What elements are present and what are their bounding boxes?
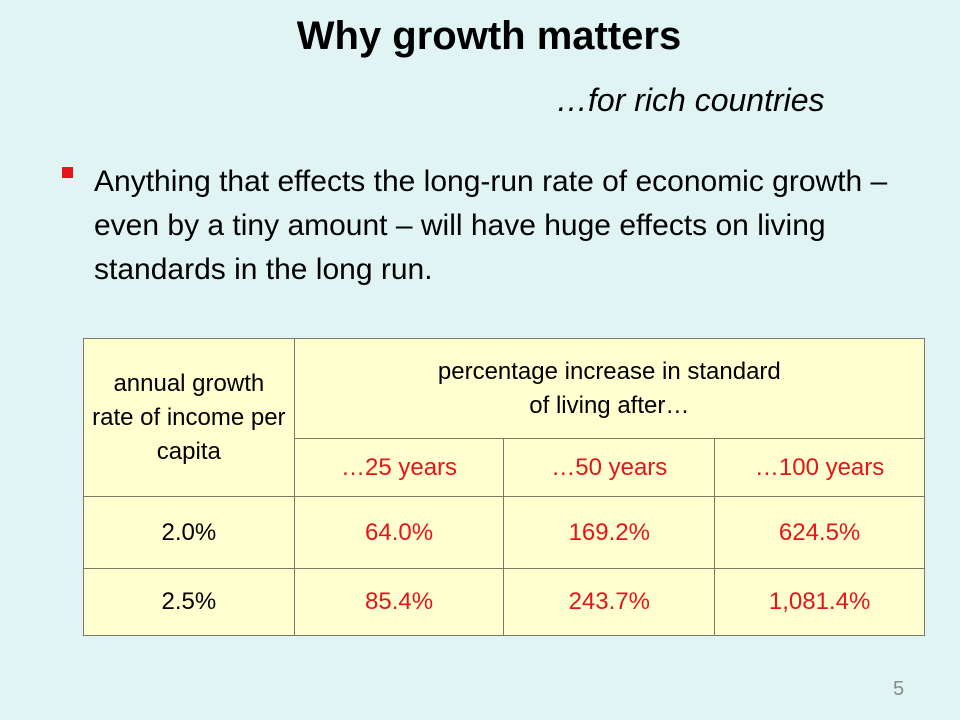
value-cell: 624.5% (714, 496, 925, 569)
growth-table: annual growth rate of income per capita … (83, 338, 926, 636)
value-cell: 243.7% (503, 568, 716, 636)
bullet-text: Anything that effects the long-run rate … (94, 165, 888, 286)
group-header-cell: percentage increase in standard of livin… (293, 338, 926, 439)
column-header-100-years: …100 years (714, 438, 925, 497)
page-number: 5 (893, 678, 905, 700)
value-cell: 85.4% (293, 568, 505, 636)
rate-cell: 2.0% (83, 496, 295, 569)
table-row: 2.5% 85.4% 243.7% 1,081.4% (83, 568, 925, 636)
value-cell: 64.0% (293, 496, 505, 569)
slide-subtitle: …for rich countries (556, 82, 825, 118)
column-header-50-years: …50 years (503, 438, 716, 497)
row-header-cell: annual growth rate of income per capita (83, 338, 295, 497)
column-header-25-years: …25 years (293, 438, 505, 497)
table-row: 2.0% 64.0% 169.2% 624.5% (83, 496, 925, 569)
slide-title: Why growth matters (296, 14, 682, 58)
rate-cell: 2.5% (83, 568, 295, 636)
bullet-square-icon (62, 167, 73, 178)
value-cell: 169.2% (503, 496, 716, 569)
value-cell: 1,081.4% (714, 568, 925, 636)
